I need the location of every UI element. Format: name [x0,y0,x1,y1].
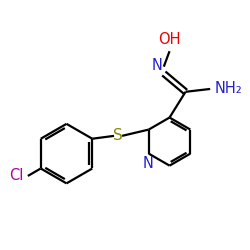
Text: N: N [151,58,162,73]
Text: N: N [142,156,153,171]
Text: S: S [113,128,123,143]
Text: OH: OH [158,32,181,47]
Text: NH₂: NH₂ [215,82,242,96]
Text: Cl: Cl [9,168,23,184]
